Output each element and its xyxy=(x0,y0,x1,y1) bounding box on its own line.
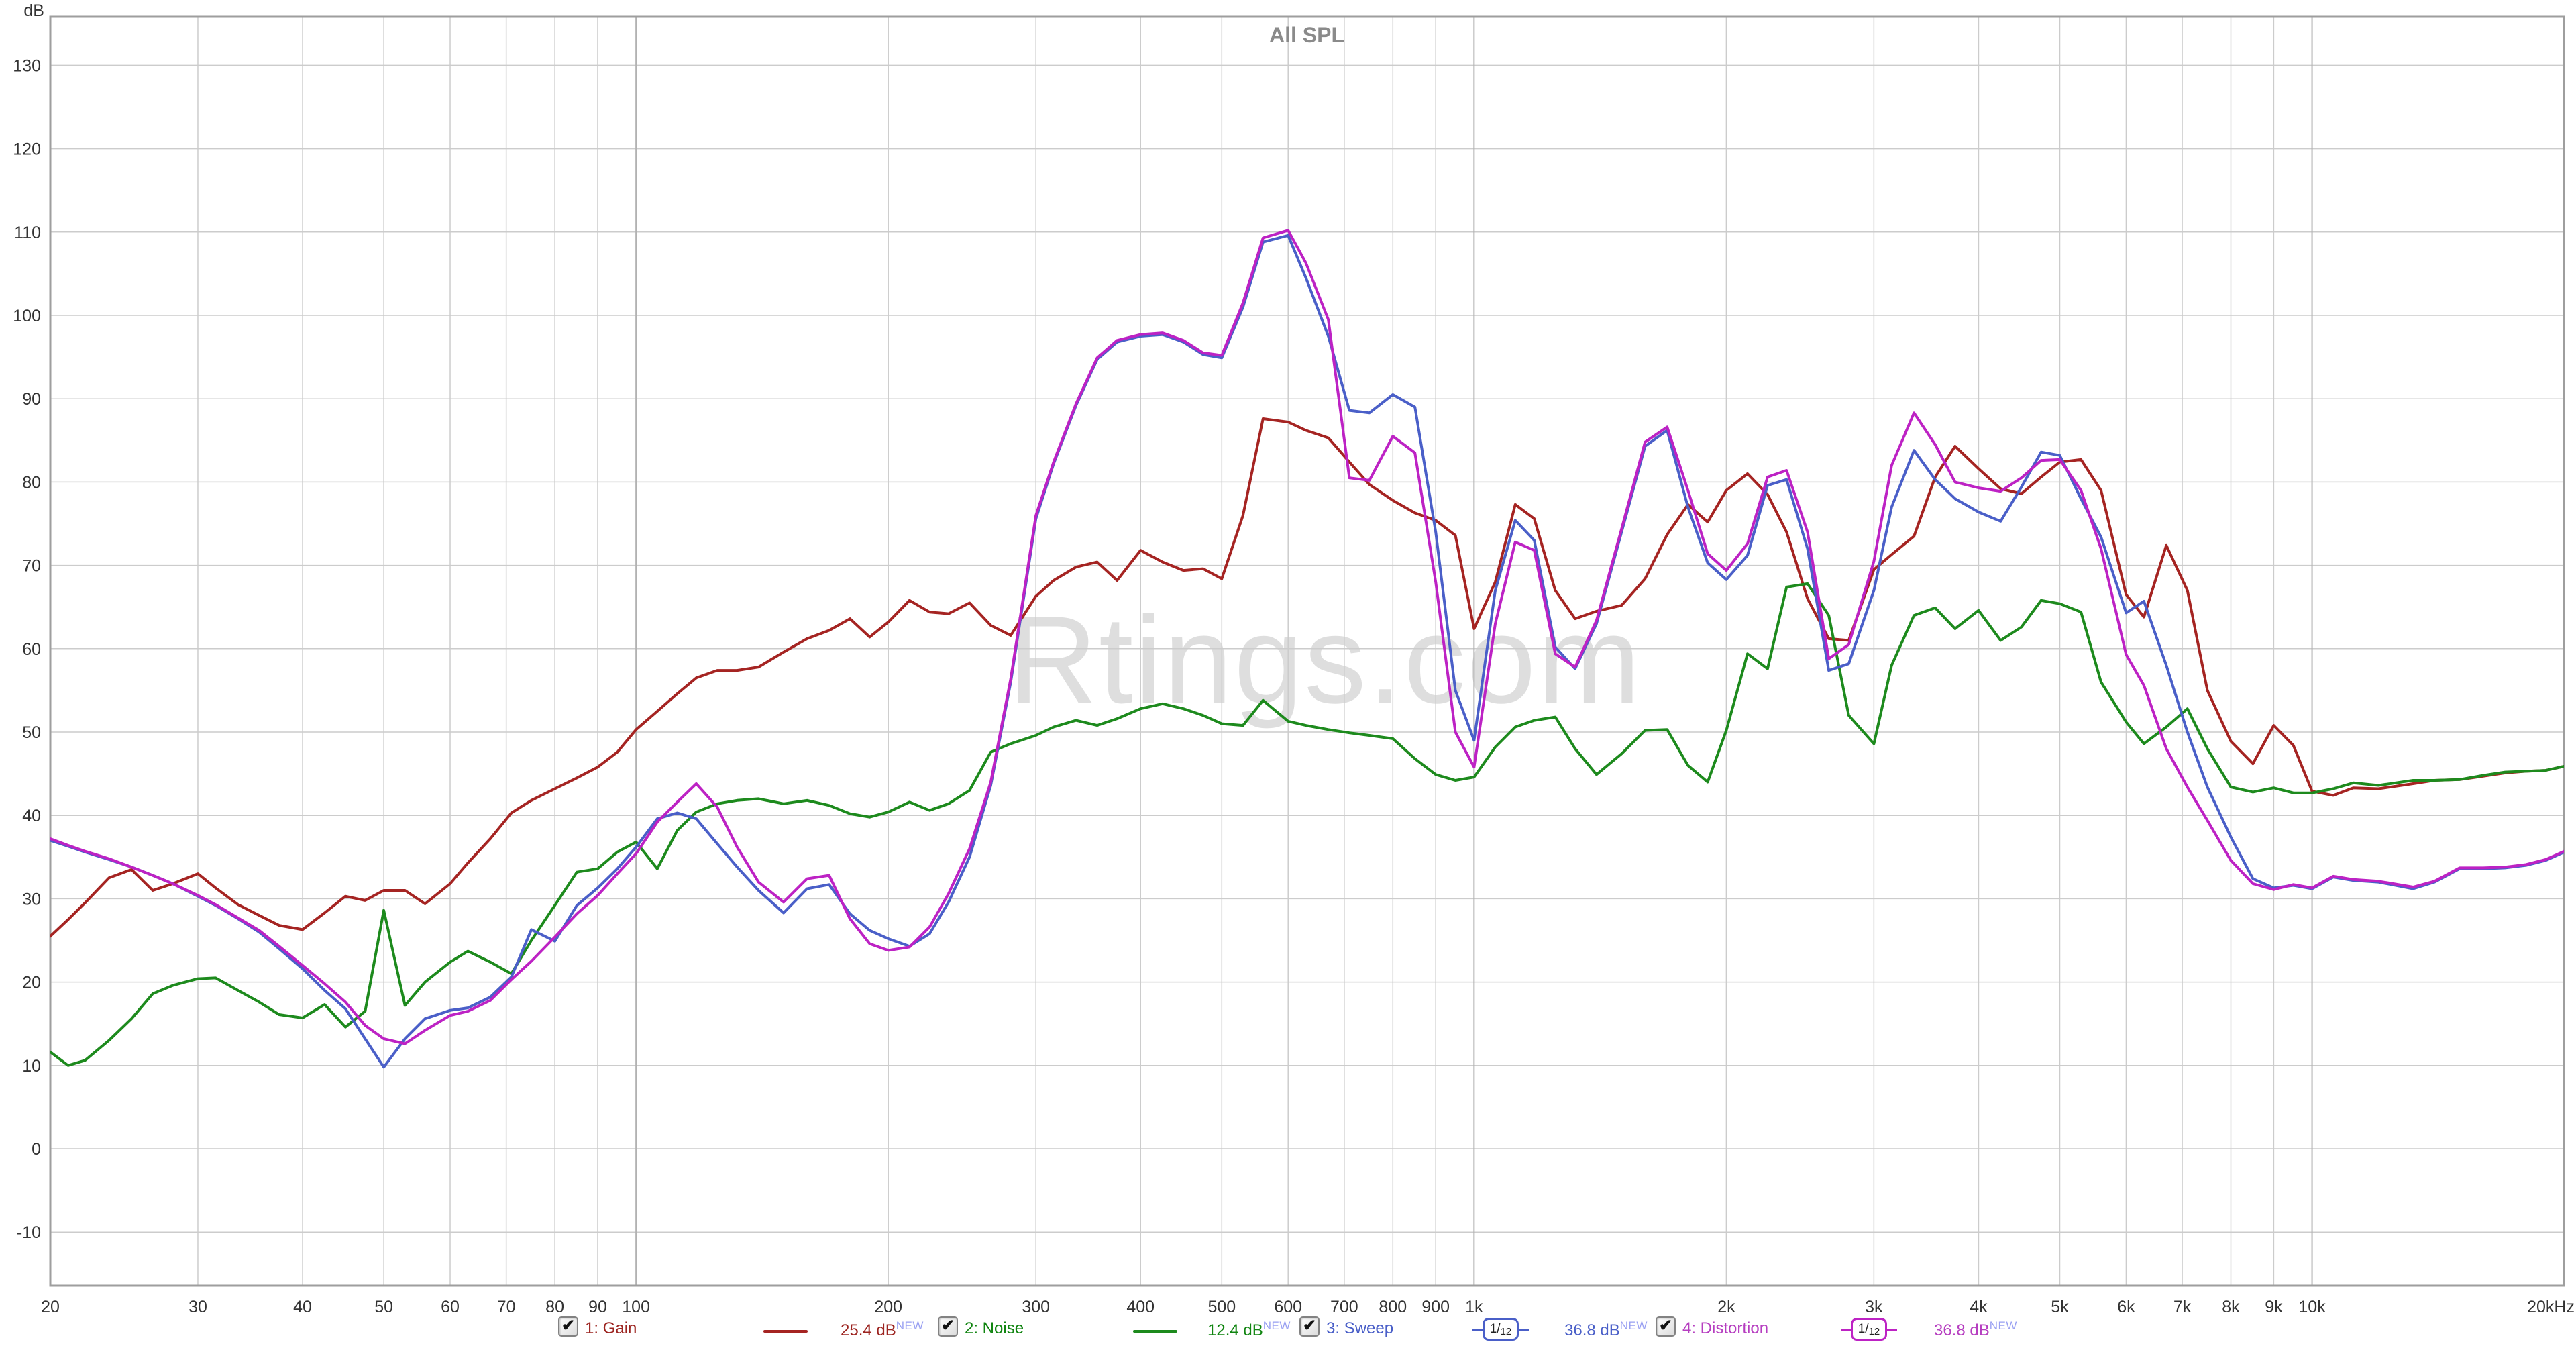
x-tick-label: 30 xyxy=(189,1298,207,1316)
y-tick-label: 120 xyxy=(13,140,41,159)
distortion-label: 4: Distortion xyxy=(1682,1319,1769,1337)
sweep-checkbox[interactable]: ✔ xyxy=(1299,1316,1320,1337)
x-tick-label: 10k xyxy=(2298,1298,2326,1316)
x-tick-label: 500 xyxy=(1208,1298,1236,1316)
legend-bar: ✔ 1: Gain 25.4 dBNEW ✔ 2: Noise 12.4 dBN… xyxy=(0,1314,2576,1346)
smoothing-den: 12 xyxy=(1500,1325,1512,1337)
smoothing-1-12-icon: 1/12 xyxy=(1851,1318,1887,1341)
smoothing-stub xyxy=(1519,1328,1529,1331)
y-tick-label: 20 xyxy=(22,974,41,992)
x-tick-label: 70 xyxy=(497,1298,516,1316)
sweep-smoothing-control[interactable]: 1/12 xyxy=(1472,1318,1529,1341)
x-tick-label: 90 xyxy=(588,1298,607,1316)
gain-value-text: 25.4 dB xyxy=(841,1321,896,1339)
x-tick-label: 900 xyxy=(1421,1298,1450,1316)
noise-curve xyxy=(50,582,2564,1067)
smoothing-1-12-icon: 1/12 xyxy=(1483,1318,1519,1341)
x-tick-label: 1k xyxy=(1465,1298,1483,1316)
y-tick-label: 50 xyxy=(22,723,41,742)
smoothing-stub xyxy=(1841,1328,1851,1331)
gain-label: 1: Gain xyxy=(585,1319,637,1337)
smoothing-num: 1/ xyxy=(1489,1322,1501,1336)
x-tick-label: 200 xyxy=(874,1298,902,1316)
noise-label: 2: Noise xyxy=(965,1319,1024,1337)
y-tick-label: 40 xyxy=(22,807,41,825)
y-tick-label: 100 xyxy=(13,307,41,325)
y-tick-label: 80 xyxy=(22,473,41,492)
gain-value: 25.4 dBNEW xyxy=(841,1319,924,1340)
distortion-new-badge: NEW xyxy=(1989,1319,2017,1332)
noise-value-text: 12.4 dB xyxy=(1208,1321,1263,1339)
sweep-curve xyxy=(50,234,2564,1069)
legend-item-gain: ✔ 1: Gain 25.4 dBNEW xyxy=(558,1314,1068,1346)
gain-curve xyxy=(50,417,2564,938)
check-icon: ✔ xyxy=(941,1316,955,1335)
legend-item-distortion: ✔ 4: Distortion 1/12 36.8 dBNEW xyxy=(1656,1314,2165,1346)
smoothing-den: 12 xyxy=(1868,1325,1880,1337)
sweep-value-text: 36.8 dB xyxy=(1564,1321,1620,1339)
gain-new-badge: NEW xyxy=(896,1319,924,1332)
distortion-checkbox[interactable]: ✔ xyxy=(1656,1316,1676,1337)
sweep-new-badge: NEW xyxy=(1619,1319,1648,1332)
y-tick-label: 70 xyxy=(22,557,41,576)
x-tick-label: 400 xyxy=(1126,1298,1155,1316)
curves xyxy=(50,229,2564,1069)
smoothing-num: 1/ xyxy=(1858,1322,1869,1336)
x-tick-label: 5k xyxy=(2051,1298,2069,1316)
sweep-value: 36.8 dBNEW xyxy=(1564,1319,1648,1340)
plot-border xyxy=(49,15,2565,1287)
distortion-value-text: 36.8 dB xyxy=(1934,1321,1990,1339)
sweep-label: 3: Sweep xyxy=(1326,1319,1394,1337)
legend-item-sweep: ✔ 3: Sweep 1/12 36.8 dBNEW xyxy=(1299,1314,1809,1346)
gain-line-swatch xyxy=(763,1330,808,1333)
x-tick-label: 9k xyxy=(2265,1298,2283,1316)
x-tick-label: 800 xyxy=(1379,1298,1407,1316)
x-tick-label: 7k xyxy=(2174,1298,2192,1316)
check-icon: ✔ xyxy=(1658,1316,1673,1335)
y-tick-label: 30 xyxy=(22,890,41,909)
x-tick-label: 80 xyxy=(545,1298,564,1316)
x-tick-label: 20 xyxy=(41,1298,60,1316)
gridlines xyxy=(50,17,2565,1286)
distortion-curve xyxy=(50,229,2564,1045)
y-tick-label: 60 xyxy=(22,640,41,659)
x-tick-label: 20kHz xyxy=(2527,1298,2575,1316)
noise-line-swatch xyxy=(1133,1330,1177,1333)
check-icon: ✔ xyxy=(561,1316,576,1335)
distortion-smoothing-control[interactable]: 1/12 xyxy=(1841,1318,1897,1341)
y-axis-unit: dB xyxy=(23,1,44,20)
x-tick-label: 700 xyxy=(1330,1298,1358,1316)
smoothing-stub xyxy=(1472,1328,1483,1331)
x-tick-label: 300 xyxy=(1022,1298,1050,1316)
x-tick-label: 600 xyxy=(1274,1298,1302,1316)
noise-new-badge: NEW xyxy=(1263,1319,1291,1332)
distortion-value: 36.8 dBNEW xyxy=(1934,1319,2017,1340)
y-tick-label: 0 xyxy=(32,1140,41,1159)
x-tick-label: 6k xyxy=(2117,1298,2135,1316)
watermark: Rtings.com xyxy=(1008,591,1642,729)
y-tick-label: 90 xyxy=(22,390,41,409)
y-tick-label: 10 xyxy=(22,1057,41,1076)
x-tick-label: 2k xyxy=(1717,1298,1735,1316)
x-tick-label: 60 xyxy=(441,1298,460,1316)
x-tick-label: 50 xyxy=(374,1298,393,1316)
y-tick-label: 110 xyxy=(14,223,41,242)
smoothing-stub xyxy=(1887,1328,1897,1331)
noise-checkbox[interactable]: ✔ xyxy=(938,1316,958,1337)
x-tick-label: 3k xyxy=(1865,1298,1883,1316)
y-tick-label: 130 xyxy=(13,56,41,75)
x-tick-label: 100 xyxy=(622,1298,650,1316)
page-title: All SPL xyxy=(1269,23,1345,47)
x-tick-label: 40 xyxy=(293,1298,312,1316)
x-tick-label: 4k xyxy=(1970,1298,1988,1316)
gain-checkbox[interactable]: ✔ xyxy=(558,1316,578,1337)
x-tick-label: 8k xyxy=(2222,1298,2240,1316)
y-tick-label: -10 xyxy=(17,1223,41,1242)
legend-item-noise: ✔ 2: Noise 12.4 dBNEW xyxy=(938,1314,1448,1346)
noise-value: 12.4 dBNEW xyxy=(1208,1319,1291,1340)
check-icon: ✔ xyxy=(1302,1316,1317,1335)
